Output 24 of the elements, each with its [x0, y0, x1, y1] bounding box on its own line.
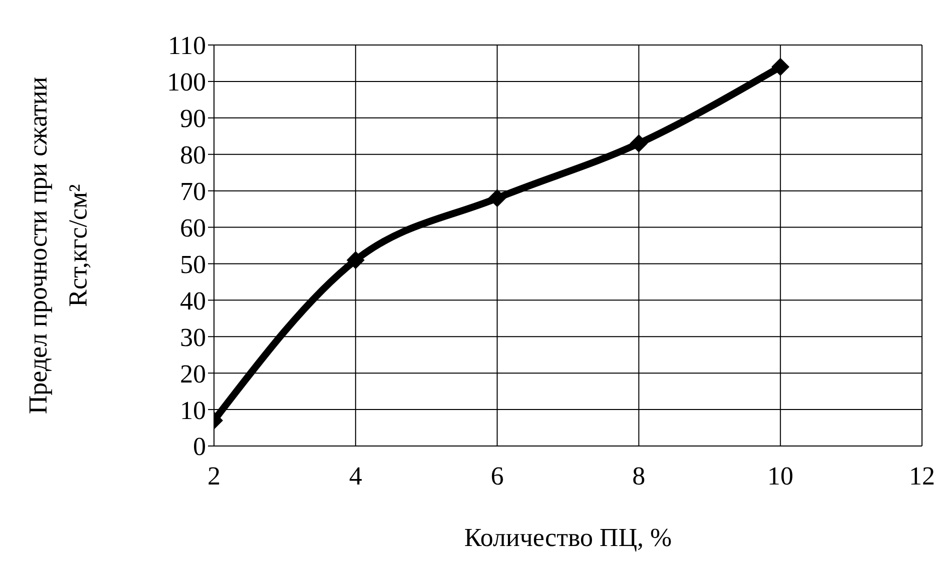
y-tick-label: 50	[180, 250, 206, 279]
y-tick-label: 20	[180, 359, 206, 388]
x-tick-label: 4	[349, 461, 362, 490]
point	[630, 134, 648, 152]
y-tick-label: 30	[180, 322, 206, 352]
y-tick-label: 40	[180, 286, 206, 316]
point	[771, 58, 790, 76]
point	[346, 251, 365, 270]
x-axis-title: Количество ПЦ, %	[464, 523, 672, 552]
y-tick-label: 60	[180, 214, 206, 243]
y-tick-label: 10	[180, 396, 206, 425]
x-tick-label: 10	[767, 461, 794, 490]
y-axis-title: Предел прочности при сжатии Rст,кгс/см²	[24, 76, 92, 414]
y-tick-label: 90	[180, 104, 206, 134]
y-tick-label: 0	[193, 432, 206, 462]
y-tick-label: 110	[168, 31, 206, 60]
y-tick-label: 100	[167, 68, 206, 97]
point	[488, 189, 506, 208]
x-tick-label: 2	[208, 461, 220, 490]
x-tick-label: 12	[909, 461, 935, 490]
x-tick-label: 6	[490, 461, 504, 490]
y-tick-label: 70	[180, 177, 206, 206]
x-tick-label: 8	[632, 461, 646, 490]
y-tick-label: 80	[180, 140, 206, 170]
